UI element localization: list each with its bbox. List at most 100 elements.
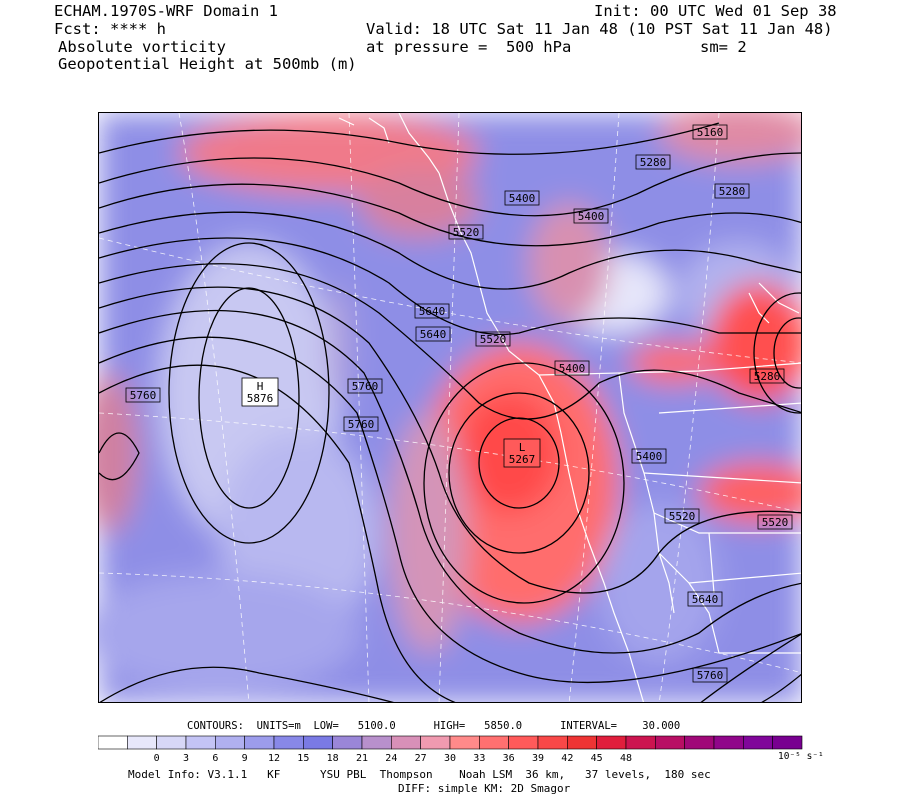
colorbar-units: 10⁻⁵ s⁻¹ [778, 751, 824, 762]
colorbar-cell [215, 735, 245, 750]
colorbar-tick-label: 45 [590, 753, 603, 764]
contour-label: 5400 [631, 448, 667, 464]
colorbar-cell [420, 735, 451, 750]
colorbar-tick-label: 15 [297, 753, 310, 764]
colorbar-cell [391, 735, 421, 750]
contour-label-text: 5280 [640, 156, 667, 169]
model-info-line1: Model Info: V3.1.1 KF YSU PBL Thompson N… [128, 768, 711, 781]
pressure-centers: H 5876 L 5267 [241, 377, 541, 468]
colorbar-cell [361, 735, 392, 750]
colorbar-cell [479, 735, 509, 750]
colorbar-cell [684, 735, 715, 750]
colorbar-tick-label: 21 [355, 753, 369, 764]
map-svg: 5160 5280 5280 5400 5400 5520 5640 5640 5520 5400… [99, 113, 801, 702]
contour-label: 5520 [475, 331, 511, 347]
colorbar-cell [567, 735, 597, 750]
high-center: H 5876 [241, 377, 279, 407]
contour-label: 5400 [504, 190, 540, 206]
colorbar-cell [596, 735, 627, 750]
contour-label: 5520 [664, 508, 700, 524]
contour-label: 5760 [347, 378, 383, 394]
colorbar-tick-label: 36 [502, 753, 515, 764]
colorbar-tick-label: 42 [561, 753, 574, 764]
contour-high: HIGH= 5850.0 [433, 720, 523, 732]
colorbar-cell [537, 735, 568, 750]
colorbar-tick-label: 6 [212, 753, 219, 764]
low-letter: L [519, 441, 526, 454]
contour-label-text: 5520 [669, 510, 696, 523]
colorbar-cell [156, 735, 187, 750]
contour-label-text: 5520 [453, 226, 480, 239]
valid-time: Valid: 18 UTC Sat 11 Jan 48 (10 PST Sat … [366, 20, 833, 38]
colorbar-tick-label: 39 [531, 753, 545, 764]
colorbar-cell [713, 735, 744, 750]
high-letter: H [257, 380, 264, 393]
contour-label: 5160 [692, 124, 728, 140]
colorbar-tick-label: 0 [153, 753, 160, 764]
model-domain-title: ECHAM.1970S-WRF Domain 1 [54, 2, 278, 20]
colorbar-cell [273, 735, 304, 750]
colorbar-cell [332, 735, 363, 750]
model-info-line2: DIFF: simple KM: 2D Smagor [398, 782, 571, 795]
vorticity-shading [99, 113, 801, 702]
colorbar-tick-label: 48 [619, 753, 633, 764]
colorbar-cell [449, 735, 480, 750]
colorbar-tick-label: 24 [385, 753, 398, 764]
contour-label-text: 5160 [697, 126, 724, 139]
contour-label: 5520 [448, 224, 484, 240]
contour-label: 5400 [554, 360, 590, 376]
contour-label: 5760 [125, 387, 161, 403]
colorbar-cell [655, 735, 685, 750]
colorbar-cell [772, 735, 803, 750]
contour-info: CONTOURS: UNITS=m LOW= 5100.0 HIGH= 5850… [187, 720, 680, 732]
contour-label: 5280 [714, 183, 750, 199]
pressure-level: at pressure = 500 hPa [366, 38, 572, 56]
colorbar-tick-label: 3 [182, 753, 190, 764]
colorbar-tick-label: 12 [267, 753, 281, 764]
low-center: L 5267 [503, 438, 541, 468]
contour-label: 5280 [749, 368, 785, 384]
contour-label-group: 5160 5280 5280 5400 5400 5520 5640 5640 5520 5400… [125, 124, 793, 683]
colorbar-cell [508, 735, 539, 750]
contour-label: 5760 [692, 667, 728, 683]
contour-label-text: 5520 [762, 516, 789, 529]
colorbar-cell [127, 735, 157, 750]
contour-label-text: 5760 [352, 380, 379, 393]
contour-label-text: 5400 [559, 362, 586, 375]
field-name-vorticity: Absolute vorticity [58, 38, 226, 56]
init-time: Init: 00 UTC Wed 01 Sep 38 [594, 2, 837, 20]
high-value: 5876 [247, 392, 274, 405]
colorbar-cell [244, 735, 275, 750]
colorbar-cell [98, 735, 128, 750]
contours-label: CONTOURS: [187, 720, 244, 732]
contour-label: 5640 [415, 326, 451, 342]
contour-label-text: 5760 [130, 389, 157, 402]
contour-label-text: 5280 [754, 370, 781, 383]
contour-label-text: 5400 [636, 450, 663, 463]
contour-label-text: 5400 [509, 192, 536, 205]
field-name-height: Geopotential Height at 500mb (m) [58, 55, 357, 73]
colorbar-tick-label: 9 [241, 753, 248, 764]
contour-units: UNITS=m [256, 720, 301, 732]
colorbar-tick-label: 30 [443, 753, 457, 764]
colorbar-tick-label: 33 [473, 753, 486, 764]
contour-label-text: 5640 [419, 305, 446, 318]
forecast-hour: Fcst: **** h [54, 20, 166, 38]
colorbar-cell [625, 735, 656, 750]
contour-label-text: 5400 [578, 210, 605, 223]
colorbar-tick-label: 27 [414, 753, 427, 764]
colorbar-tick-label: 18 [326, 753, 339, 764]
low-value: 5267 [509, 453, 536, 466]
contour-label: 5760 [343, 416, 379, 432]
contour-low: LOW= 5100.0 [313, 720, 396, 732]
colorbar-cell [303, 735, 333, 750]
colorbar-cell [743, 735, 773, 750]
map-panel: 5160 5280 5280 5400 5400 5520 5640 5640 5520 5400… [98, 112, 802, 703]
height-contours [99, 122, 801, 702]
contour-label-text: 5640 [692, 593, 719, 606]
contour-label: 5520 [757, 514, 793, 530]
contour-label: 5400 [573, 208, 609, 224]
contour-label-text: 5280 [719, 185, 746, 198]
smoothing-value: sm= 2 [700, 38, 747, 56]
contour-label-text: 5520 [480, 333, 507, 346]
